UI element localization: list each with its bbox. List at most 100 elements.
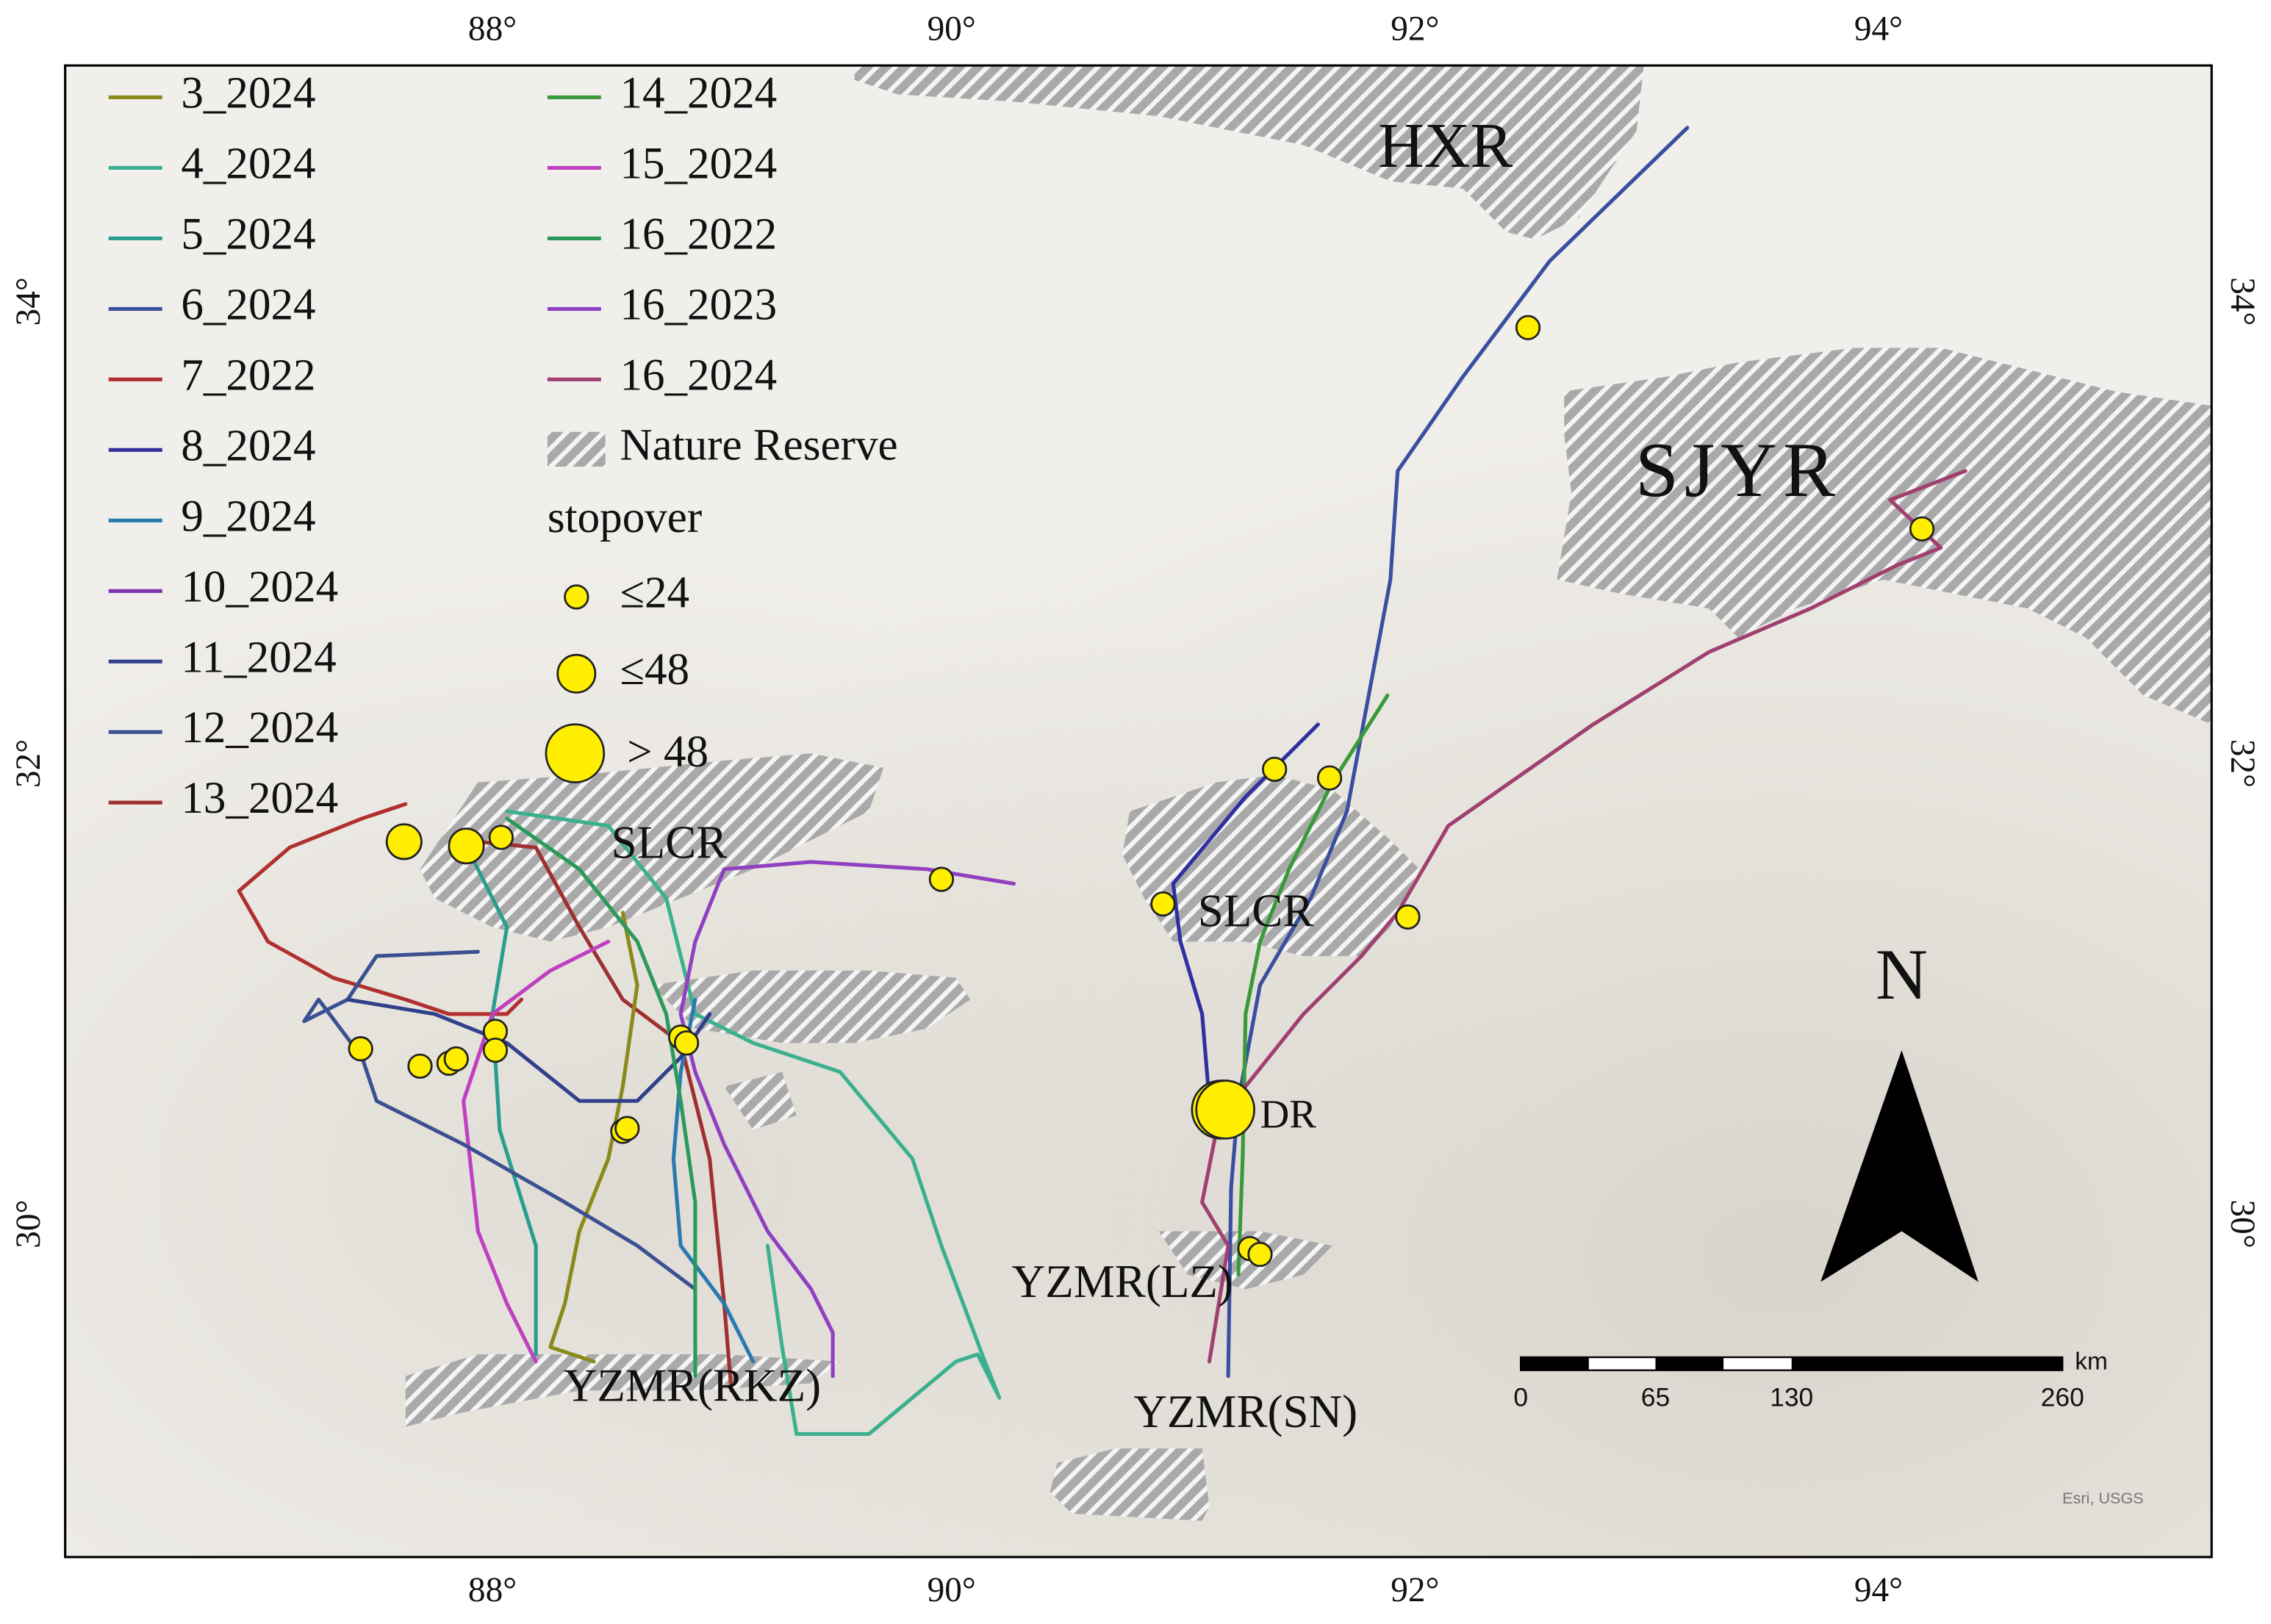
place-label: HXR bbox=[1378, 110, 1513, 181]
place-label: SLCR bbox=[611, 817, 728, 869]
stopover bbox=[443, 1046, 469, 1072]
lon-label: 90° bbox=[928, 1571, 976, 1609]
reserve bbox=[724, 1071, 797, 1130]
track bbox=[1171, 722, 1320, 1103]
graticule-labels: 88° 88° 90° 90° 92° 92° 94° 94° 34° 34° 32° 32° 30° 3… bbox=[10, 10, 2261, 1609]
legend-label: 16_2022 bbox=[620, 209, 777, 259]
legend-label: 10_2024 bbox=[181, 562, 338, 611]
legend-label: 11_2024 bbox=[181, 633, 337, 682]
lat-label: 34° bbox=[10, 277, 48, 326]
legend-stopover bbox=[545, 723, 606, 783]
legend-label: 9_2024 bbox=[181, 492, 315, 541]
scale-segment bbox=[1791, 1357, 2063, 1370]
scale-bar: km 0 65 130 260 bbox=[1513, 1348, 2108, 1412]
attribution: Esri, USGS bbox=[2062, 1489, 2144, 1507]
reserve bbox=[1557, 348, 2212, 725]
lat-label: 32° bbox=[10, 739, 48, 788]
track bbox=[505, 809, 1002, 1436]
scale-unit: km bbox=[2075, 1348, 2108, 1376]
place-label: YZMR(SN) bbox=[1133, 1386, 1357, 1437]
track bbox=[548, 910, 639, 1364]
stopover bbox=[1316, 765, 1343, 791]
reserve bbox=[854, 65, 1644, 240]
lat-label: 34° bbox=[2223, 277, 2261, 326]
lon-label: 90° bbox=[928, 10, 976, 48]
stopovers bbox=[348, 315, 1935, 1268]
track bbox=[462, 838, 733, 1393]
stopover bbox=[928, 866, 955, 892]
lon-label: 88° bbox=[468, 1571, 517, 1609]
stopover bbox=[348, 1036, 373, 1062]
track bbox=[671, 997, 756, 1364]
stopover bbox=[385, 823, 423, 860]
nature-reserves bbox=[405, 65, 2212, 1521]
legend-label: 3_2024 bbox=[181, 68, 315, 118]
map-body: HXR SJYR SLCR SLCR DR YZMR(LZ) YZMR(RKZ)… bbox=[65, 65, 2212, 1557]
north-label: N bbox=[1876, 935, 1928, 1015]
scale-segment bbox=[1521, 1357, 1589, 1370]
legend-label: 5_2024 bbox=[181, 209, 315, 259]
place-labels: HXR SJYR SLCR SLCR DR YZMR(LZ) YZMR(RKZ)… bbox=[564, 110, 1841, 1437]
stopover bbox=[1195, 1079, 1255, 1140]
place-label: SLCR bbox=[1198, 885, 1314, 936]
lon-label: 94° bbox=[1854, 10, 1903, 48]
place-label: YZMR(LZ) bbox=[1012, 1256, 1233, 1307]
stopover bbox=[488, 824, 514, 850]
track bbox=[237, 802, 524, 1016]
lat-label: 30° bbox=[2223, 1200, 2261, 1248]
stopover bbox=[1247, 1241, 1273, 1268]
lon-label: 92° bbox=[1391, 1571, 1439, 1609]
stopover bbox=[614, 1115, 640, 1141]
legend-label: 4_2024 bbox=[181, 139, 315, 188]
legend-tracks: 3_2024 4_2024 5_2024 6_2024 7_2022 8_2024 9_20… bbox=[108, 68, 777, 823]
legend-reserve-swatch bbox=[547, 431, 606, 467]
reserve bbox=[420, 753, 884, 942]
stopover bbox=[1909, 516, 1935, 542]
stopover bbox=[673, 1030, 700, 1056]
legend-label: 13_2024 bbox=[181, 774, 338, 823]
place-label: DR bbox=[1260, 1091, 1316, 1136]
stopover bbox=[448, 827, 485, 865]
lon-label: 92° bbox=[1391, 10, 1439, 48]
track bbox=[462, 939, 611, 1364]
legend-label: 14_2024 bbox=[620, 68, 777, 118]
legend-label: Nature Reserve bbox=[620, 420, 897, 470]
legend-label: > 48 bbox=[627, 727, 708, 777]
place-label: YZMR(RKZ) bbox=[564, 1360, 821, 1412]
scale-label: 65 bbox=[1641, 1382, 1670, 1412]
legend-label: 7_2022 bbox=[181, 351, 315, 400]
track bbox=[1200, 469, 1967, 1364]
stopover bbox=[1515, 315, 1541, 340]
reserve bbox=[651, 970, 971, 1043]
stopover bbox=[407, 1053, 433, 1079]
place-label: SJYR bbox=[1635, 427, 1841, 514]
scale-label: 0 bbox=[1513, 1382, 1528, 1412]
legend-stopover bbox=[564, 584, 589, 610]
legend-label: ≤24 bbox=[620, 568, 689, 617]
scale-label: 130 bbox=[1770, 1382, 1813, 1412]
scale-label: 260 bbox=[2041, 1382, 2084, 1412]
track bbox=[505, 816, 697, 1379]
north-arrow-shape bbox=[1820, 1050, 1978, 1282]
map-frame bbox=[64, 64, 2213, 1559]
track bbox=[345, 997, 712, 1103]
reserve bbox=[1050, 1448, 1210, 1521]
lon-label: 88° bbox=[468, 10, 517, 48]
legend-label: 8_2024 bbox=[181, 421, 315, 470]
stopover bbox=[482, 1038, 509, 1063]
north-arrow: N bbox=[1820, 935, 1978, 1282]
lat-label: 32° bbox=[2223, 739, 2261, 788]
track bbox=[462, 838, 538, 1357]
legend-title: stopover bbox=[548, 493, 702, 542]
legend-stopover bbox=[556, 653, 597, 694]
legend: 3_2024 4_2024 5_2024 6_2024 7_2022 8_2024 9_20… bbox=[108, 68, 898, 823]
legend-label: ≤48 bbox=[620, 645, 689, 694]
legend-label: 12_2024 bbox=[181, 703, 338, 752]
stopover bbox=[1395, 904, 1421, 930]
legend-label: 15_2024 bbox=[620, 139, 777, 188]
legend-label: 6_2024 bbox=[181, 280, 315, 329]
stopover bbox=[1150, 891, 1176, 917]
legend-label: 16_2023 bbox=[620, 280, 777, 329]
stopover bbox=[1262, 756, 1288, 783]
